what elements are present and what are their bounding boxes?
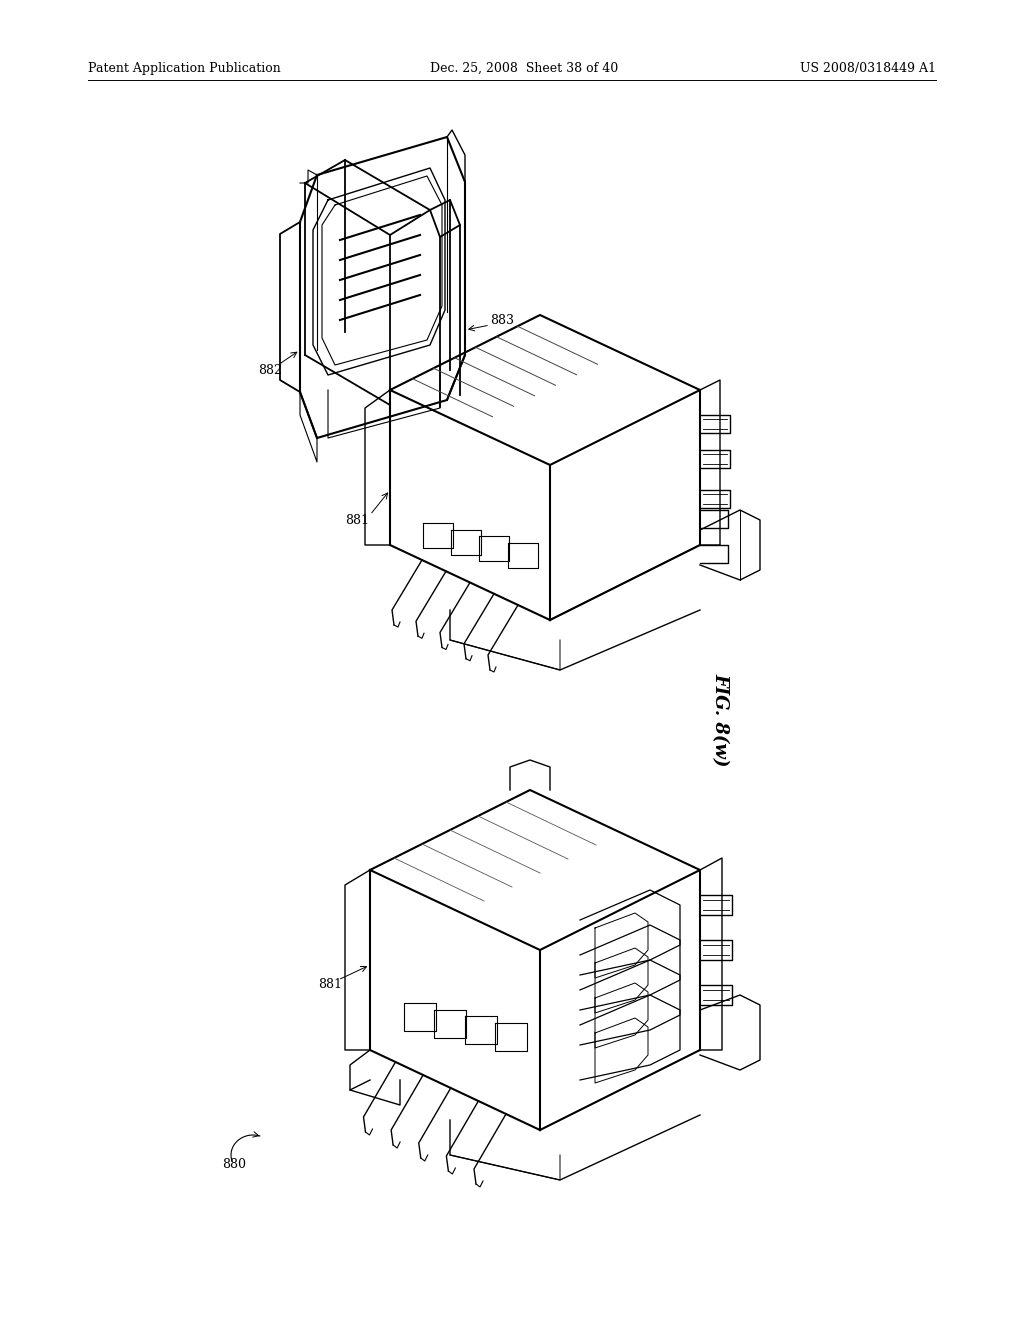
Text: 883: 883 [490, 314, 514, 326]
Text: 881: 881 [345, 513, 369, 527]
Text: US 2008/0318449 A1: US 2008/0318449 A1 [800, 62, 936, 75]
Text: 881: 881 [318, 978, 342, 991]
Text: FIG. 8(w): FIG. 8(w) [711, 673, 729, 767]
Text: 880: 880 [222, 1159, 246, 1172]
Text: 882: 882 [258, 363, 282, 376]
Text: Dec. 25, 2008  Sheet 38 of 40: Dec. 25, 2008 Sheet 38 of 40 [430, 62, 618, 75]
Text: Patent Application Publication: Patent Application Publication [88, 62, 281, 75]
